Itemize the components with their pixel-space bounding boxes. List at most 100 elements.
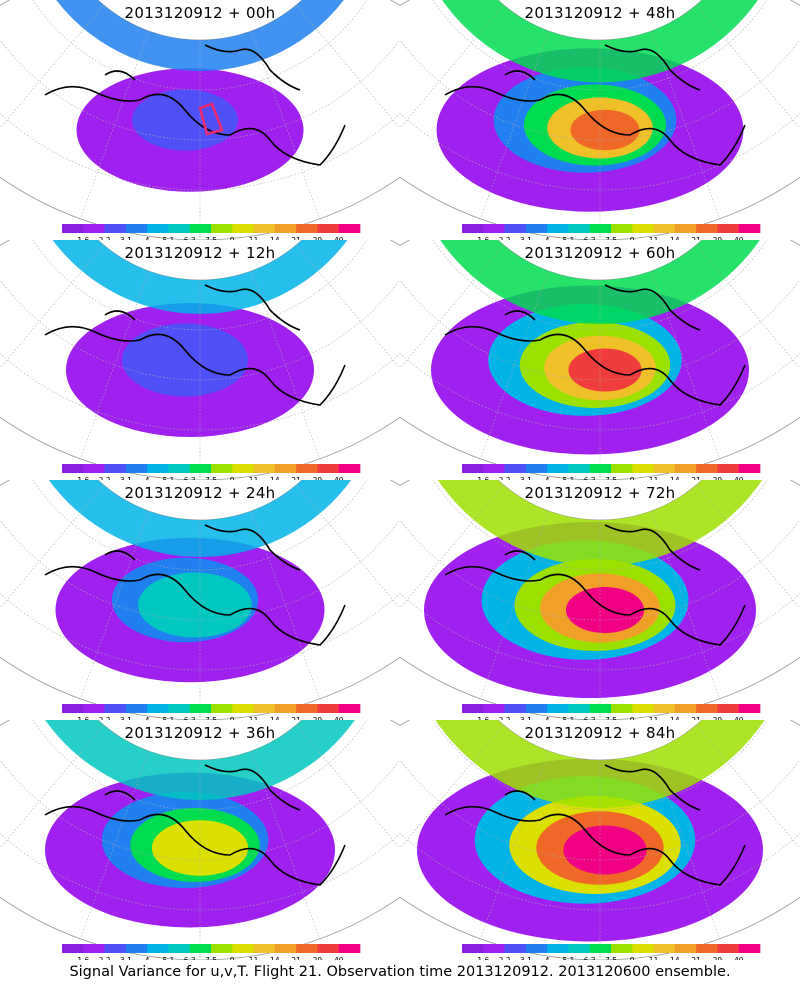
- variance-map: 1.6 2.2 3.1 4 5.1 6.3 7.5 9 11 14 21 29 40: [400, 240, 800, 480]
- colorbar-segment: [525, 944, 548, 953]
- colorbar-label: 3.1: [120, 956, 132, 960]
- panel-title: 2013120912 + 00h: [124, 4, 276, 22]
- figure-caption: Signal Variance for u,v,T. Flight 21. Ob…: [69, 964, 731, 980]
- variance-band: [38, 480, 362, 557]
- colorbar-label: 40: [334, 236, 344, 240]
- variance-band: [432, 240, 768, 324]
- colorbar-label: 40: [334, 716, 344, 720]
- colorbar-segment: [168, 944, 191, 953]
- colorbar-segment: [653, 464, 676, 473]
- colorbar-segment: [317, 704, 340, 713]
- forecast-panel: 2013120912 + 48h 1.6 2.2 3.1 4 5.1 6.3 7.5 9 11 14…: [400, 0, 800, 240]
- colorbar-label: 14: [670, 236, 680, 240]
- forecast-panel: 2013120912 + 72h 1.6 2.2 3.1 4 5.1 6.3 7.5 9 11 14…: [400, 480, 800, 720]
- colorbar-segment: [696, 464, 718, 473]
- colorbar-segment: [62, 944, 84, 953]
- colorbar-segment: [62, 704, 84, 713]
- coastline: [44, 284, 346, 406]
- forecast-panel: 2013120912 + 36h 1.6 2.2 3.1 4 5.1 6.3 7.5 9 11 14…: [0, 720, 400, 960]
- colorbar-label: 2.2: [99, 956, 111, 960]
- colorbar-segment: [632, 704, 654, 713]
- colorbar-label: 29: [713, 476, 723, 480]
- colorbar-segment: [211, 464, 233, 473]
- colorbar-segment: [504, 704, 527, 713]
- colorbar-label: 5.1: [162, 716, 174, 720]
- forecast-panel: 2013120912 + 60h 1.6 2.2 3.1 4 5.1 6.3 7.5 9 11 14…: [400, 240, 800, 480]
- colorbar-segment: [232, 944, 254, 953]
- colorbar-label: 40: [334, 476, 344, 480]
- colorbar-segment: [696, 704, 718, 713]
- colorbar-label: 1.6: [477, 716, 489, 720]
- forecast-panel: 2013120912 + 24h 1.6 2.2 3.1 4 5.1 6.3 7.5 9 11 14…: [0, 480, 400, 720]
- variance-map: 1.6 2.2 3.1 4 5.1 6.3 7.5 9 11 14 21 29 40: [0, 0, 400, 240]
- colorbar-label: 3.1: [120, 236, 132, 240]
- colorbar-label: 9: [230, 716, 235, 720]
- map-grid: 2013120912 + 00h 1.6 2.2 3.1 4 5.1 6.3 7.5 9 11 14…: [0, 0, 800, 960]
- variance-band: [433, 0, 767, 83]
- colorbar-segment: [62, 224, 84, 233]
- colorbar-segment: [632, 464, 654, 473]
- colorbar-segment: [525, 464, 548, 473]
- colorbar-label: 4: [145, 476, 150, 480]
- variance-contour: [568, 348, 642, 392]
- colorbar-segment: [611, 944, 633, 953]
- colorbar-label: 11: [249, 716, 259, 720]
- colorbar-segment: [125, 464, 148, 473]
- colorbar-label: 4: [145, 956, 150, 960]
- variance-map: 1.6 2.2 3.1 4 5.1 6.3 7.5 9 11 14 21 29 40: [400, 720, 800, 960]
- colorbar-segment: [738, 704, 761, 713]
- colorbar-label: 5.1: [562, 716, 574, 720]
- colorbar-segment: [125, 704, 148, 713]
- colorbar-segment: [338, 944, 361, 953]
- colorbar-segment: [317, 944, 340, 953]
- colorbar-label: 7.5: [605, 476, 617, 480]
- variance-band: [35, 720, 365, 800]
- colorbar-label: 7.5: [605, 716, 617, 720]
- colorbar-segment: [611, 704, 633, 713]
- colorbar-segment: [83, 224, 105, 233]
- colorbar-segment: [211, 704, 233, 713]
- colorbar-label: 21: [691, 716, 701, 720]
- forecast-panel: 2013120912 + 12h 1.6 2.2 3.1 4 5.1 6.3 7.5 9 11 14…: [0, 240, 400, 480]
- colorbar-segment: [338, 464, 361, 473]
- colorbar-segment: [674, 464, 697, 473]
- colorbar-label: 40: [334, 956, 344, 960]
- colorbar-label: 5.1: [162, 956, 174, 960]
- colorbar-label: 3.1: [520, 476, 532, 480]
- colorbar-segment: [483, 464, 505, 473]
- colorbar-label: 4: [545, 716, 550, 720]
- colorbar-label: 40: [734, 236, 744, 240]
- colorbar-segment: [338, 704, 361, 713]
- colorbar-segment: [717, 704, 740, 713]
- colorbar-segment: [274, 464, 297, 473]
- colorbar-label: 5.1: [562, 476, 574, 480]
- colorbar-label: 6.3: [184, 956, 196, 960]
- colorbar-label: 29: [713, 236, 723, 240]
- colorbar-segment: [568, 224, 591, 233]
- variance-band: [430, 480, 770, 566]
- flight-track: [198, 102, 224, 136]
- colorbar-label: 11: [649, 236, 659, 240]
- colorbar-label: 1.6: [477, 956, 489, 960]
- colorbar-segment: [274, 224, 297, 233]
- variance-map: 1.6 2.2 3.1 4 5.1 6.3 7.5 9 11 14 21 29 40: [400, 480, 800, 720]
- colorbar-segment: [568, 944, 591, 953]
- colorbar-segment: [232, 464, 254, 473]
- colorbar-segment: [653, 944, 676, 953]
- colorbar-segment: [83, 704, 105, 713]
- colorbar-segment: [696, 224, 718, 233]
- colorbar-label: 29: [713, 956, 723, 960]
- colorbar-label: 14: [270, 956, 280, 960]
- colorbar-label: 11: [649, 476, 659, 480]
- panel-title: 2013120912 + 60h: [524, 244, 676, 262]
- colorbar-segment: [589, 944, 612, 953]
- colorbar-label: 9: [230, 236, 235, 240]
- coastline: [44, 764, 346, 886]
- colorbar-segment: [189, 944, 212, 953]
- colorbar-label: 21: [291, 956, 301, 960]
- colorbar-label: 6.3: [184, 236, 196, 240]
- variance-contour: [570, 109, 640, 151]
- coastline: [444, 284, 746, 406]
- colorbar-label: 14: [670, 476, 680, 480]
- panel-title: 2013120912 + 84h: [524, 724, 676, 742]
